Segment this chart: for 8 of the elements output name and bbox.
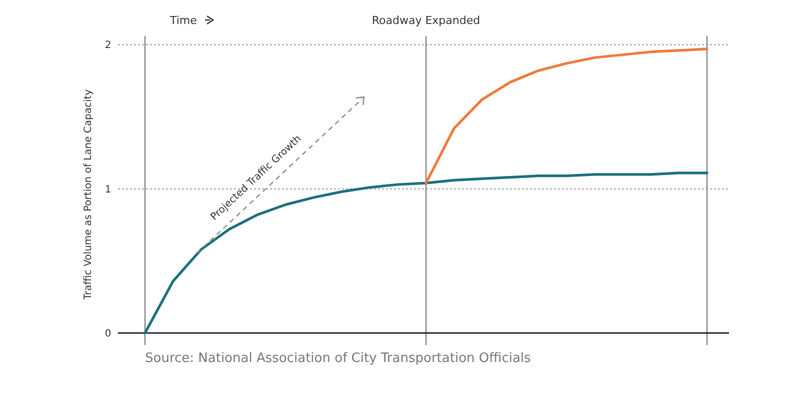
source-note: Source: National Association of City Transportation Officials [145,351,532,366]
y-tick-label: 1 [104,184,112,196]
text: Roadway Expanded [372,14,480,27]
y-tick-label: 0 [104,328,112,340]
y-tick-label: 2 [104,40,112,52]
line-series [424,48,708,184]
y-axis-title: Traffic Volume as Portion of Lane Capacity [83,89,94,301]
text: Time [169,14,198,27]
